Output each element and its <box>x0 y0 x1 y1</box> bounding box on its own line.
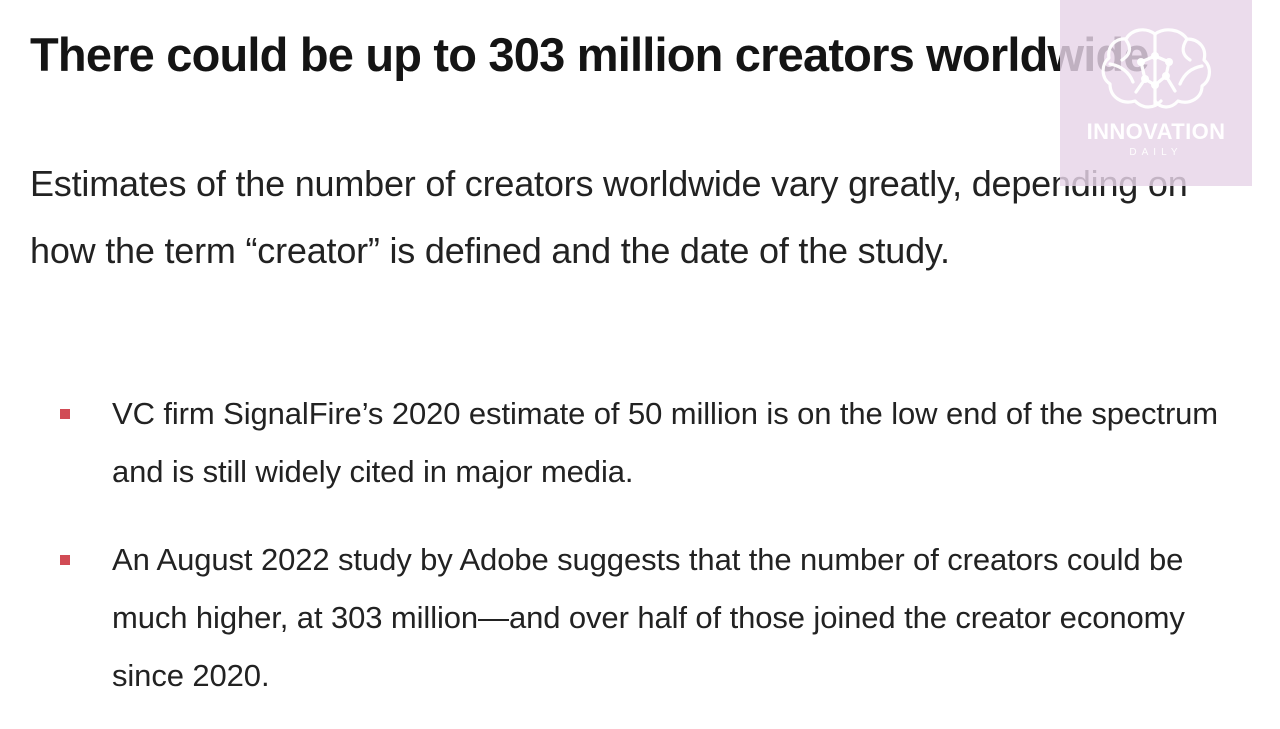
brain-network-icon <box>1101 28 1211 109</box>
list-item-text: An August 2022 study by Adobe suggests t… <box>112 542 1185 693</box>
article-title: There could be up to 303 million creator… <box>30 28 1150 81</box>
watermark-title: INNOVATION <box>1086 119 1226 144</box>
estimate-list: VC firm SignalFire’s 2020 estimate of 50… <box>0 385 1280 705</box>
list-item-text: VC firm SignalFire’s 2020 estimate of 50… <box>112 396 1219 489</box>
list-item: VC firm SignalFire’s 2020 estimate of 50… <box>0 385 1280 501</box>
innovation-daily-watermark: INNOVATION DAILY <box>1060 0 1252 186</box>
bullet-square-icon <box>60 409 70 419</box>
bullet-square-icon <box>60 555 70 565</box>
intro-paragraph: Estimates of the number of creators worl… <box>30 163 1188 271</box>
watermark-subtitle: DAILY <box>1129 147 1183 158</box>
list-item: An August 2022 study by Adobe suggests t… <box>0 531 1280 705</box>
